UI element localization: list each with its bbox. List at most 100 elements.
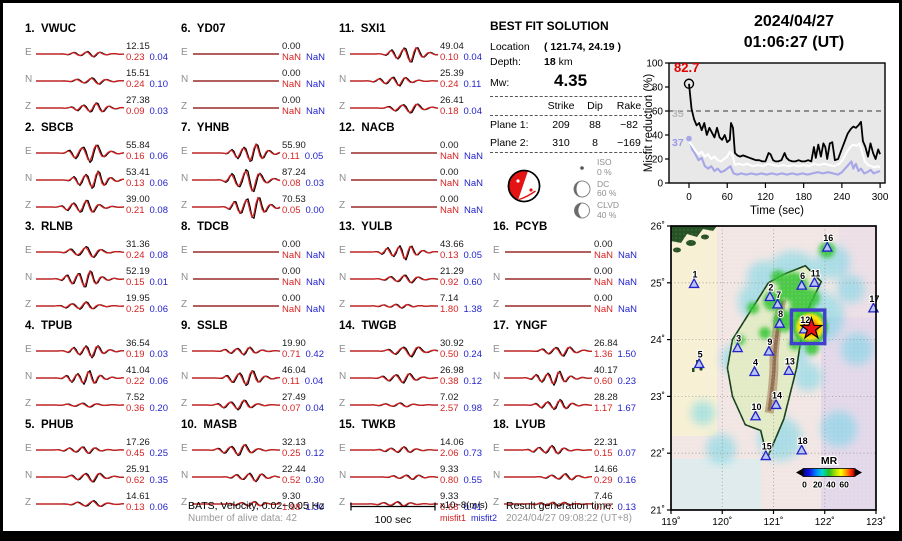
table-header-row: Strike Dip Rake bbox=[490, 97, 652, 116]
amplitude-value: 19.90 bbox=[282, 338, 306, 349]
waveform-plot bbox=[504, 370, 593, 386]
waveform-plot bbox=[350, 445, 439, 453]
waveform-plot bbox=[193, 250, 279, 253]
y-axis-label: Misfit reduction (%) bbox=[643, 74, 655, 173]
misfit1-value: 0.05 bbox=[282, 204, 301, 216]
station-header: 11. SXI1 bbox=[339, 23, 386, 35]
amplitude-value: 28.28 bbox=[594, 392, 618, 403]
waveform-row: E 30.92 0.50 0.24 bbox=[339, 336, 491, 363]
waveform-plot bbox=[350, 372, 439, 384]
station-header: 12. NACB bbox=[339, 122, 395, 134]
component-label: Z bbox=[339, 200, 346, 211]
amplitude-value: 26.41 bbox=[440, 95, 464, 106]
misfit1-value: 0.16 bbox=[126, 150, 145, 162]
misfit2-value: 0.13 bbox=[617, 501, 637, 513]
misfit1-value: 0.68 bbox=[440, 501, 459, 513]
amplitude-value: 26.98 bbox=[440, 365, 464, 376]
misfit1-value: 0.19 bbox=[126, 348, 145, 360]
component-label: E bbox=[25, 344, 32, 355]
waveform-row: Z 0.00 NaN NaN bbox=[181, 93, 333, 120]
misfit2-value: 0.98 bbox=[463, 402, 483, 414]
waveform-plot bbox=[504, 345, 593, 357]
waveform-row: E 0.00 NaN NaN bbox=[493, 237, 645, 264]
decomp-iso: ISO 0 % bbox=[572, 157, 619, 177]
amplitude-unit: x10−8(m/s) bbox=[440, 500, 488, 511]
mw-label: Mw: bbox=[490, 77, 510, 89]
amplitude-value: 0.00 bbox=[440, 194, 459, 205]
waveform-row: Z 28.28 1.17 1.67 bbox=[493, 390, 645, 417]
component-label: E bbox=[25, 146, 32, 157]
component-label: Z bbox=[493, 497, 500, 508]
waveform-plot bbox=[351, 178, 437, 181]
waveform-row: E 36.54 0.19 0.03 bbox=[25, 336, 177, 363]
misfit1-value: 0.25 bbox=[282, 447, 301, 459]
misfit2-value: 0.12 bbox=[305, 447, 325, 459]
misfit2-value: 0.24 bbox=[463, 348, 483, 360]
waveform-plot bbox=[36, 445, 125, 454]
misfit2-value: 0.08 bbox=[149, 249, 169, 261]
misfit2-value: 1.50 bbox=[617, 348, 637, 360]
misfit2-value: 0.41 bbox=[463, 501, 483, 513]
misfit1-value: NaN bbox=[440, 177, 460, 189]
waveform-row: E 17.26 0.45 0.25 bbox=[25, 435, 177, 462]
waveform-plot bbox=[193, 304, 279, 307]
waveform-plot bbox=[350, 345, 439, 358]
svg-text:20: 20 bbox=[652, 155, 664, 166]
misfit2-value: 0.04 bbox=[463, 105, 483, 117]
station-header: 7. YHNB bbox=[181, 122, 230, 134]
station-header: 5. PHUB bbox=[25, 419, 74, 431]
waveform-plot bbox=[193, 52, 279, 55]
waveform-plot bbox=[36, 101, 125, 113]
station-number: 1 bbox=[693, 269, 698, 279]
waveform-plot bbox=[505, 304, 591, 307]
epicenter-highlight-box bbox=[789, 308, 827, 346]
waveform-plot bbox=[36, 300, 125, 310]
waveform-row: E 22.31 0.15 0.07 bbox=[493, 435, 645, 462]
station-marker bbox=[693, 357, 705, 369]
misfit1-value: 0.24 bbox=[126, 78, 145, 90]
component-label: E bbox=[339, 344, 346, 355]
svg-text:60: 60 bbox=[722, 192, 734, 203]
amplitude-value: 0.00 bbox=[282, 239, 301, 250]
waveform-row: N 22.44 0.52 0.30 bbox=[181, 462, 333, 489]
waveform-row: Z 0.00 NaN NaN bbox=[181, 291, 333, 318]
mechanism-block: ISO 0 % DC 60 % bbox=[490, 156, 652, 222]
component-label: N bbox=[493, 470, 501, 481]
waveform-plot bbox=[504, 444, 593, 455]
waveform-row: E 26.84 1.36 1.50 bbox=[493, 336, 645, 363]
misfit2-value: 0.03 bbox=[149, 348, 169, 360]
misfit1-value: NaN bbox=[282, 51, 302, 63]
misfit1-value: NaN bbox=[440, 204, 460, 216]
misfit1-value: 0.45 bbox=[126, 447, 145, 459]
graticule bbox=[671, 226, 876, 510]
epicenter-star bbox=[799, 315, 824, 340]
svg-text:300: 300 bbox=[872, 192, 889, 203]
station-marker bbox=[731, 341, 744, 353]
misfit2-value: NaN bbox=[306, 78, 326, 90]
misfit2-value: 0.25 bbox=[149, 447, 169, 459]
component-label: Z bbox=[339, 299, 346, 310]
misfit1-value: 0.29 bbox=[594, 474, 613, 486]
station-number: 18 bbox=[798, 436, 808, 446]
misfit1-value: NaN bbox=[594, 249, 614, 261]
svg-text:0: 0 bbox=[657, 179, 663, 190]
amplitude-value: 0.00 bbox=[440, 140, 459, 151]
misfit2-value: NaN bbox=[306, 105, 326, 117]
component-label: Z bbox=[181, 398, 188, 409]
amplitude-value: 0.00 bbox=[594, 266, 613, 277]
component-label: N bbox=[339, 173, 347, 184]
misfit2-value: 0.08 bbox=[149, 204, 169, 216]
station-marker bbox=[783, 364, 795, 375]
amplitude-value: 9.33 bbox=[440, 464, 459, 475]
waveform-plot bbox=[36, 245, 125, 258]
waveform-plot bbox=[350, 473, 439, 480]
waveform-row: Z 7.14 1.80 1.38 bbox=[339, 291, 491, 318]
waveform-plot bbox=[36, 369, 124, 385]
station-marker bbox=[808, 276, 821, 287]
misfit2-value: 0.05 bbox=[463, 249, 483, 261]
units-legend: x10−8(m/s) misfit1 misfit2 bbox=[440, 500, 497, 523]
amplitude-value: 7.02 bbox=[440, 392, 459, 403]
colorbar-tick: 60 bbox=[839, 480, 849, 490]
waveform-row: N 21.29 0.92 0.60 bbox=[339, 264, 491, 291]
station-block: 18. LYUB E 22.31 0.15 0.07 N 14.66 0.29 0.16 Z 7.4… bbox=[493, 419, 645, 516]
